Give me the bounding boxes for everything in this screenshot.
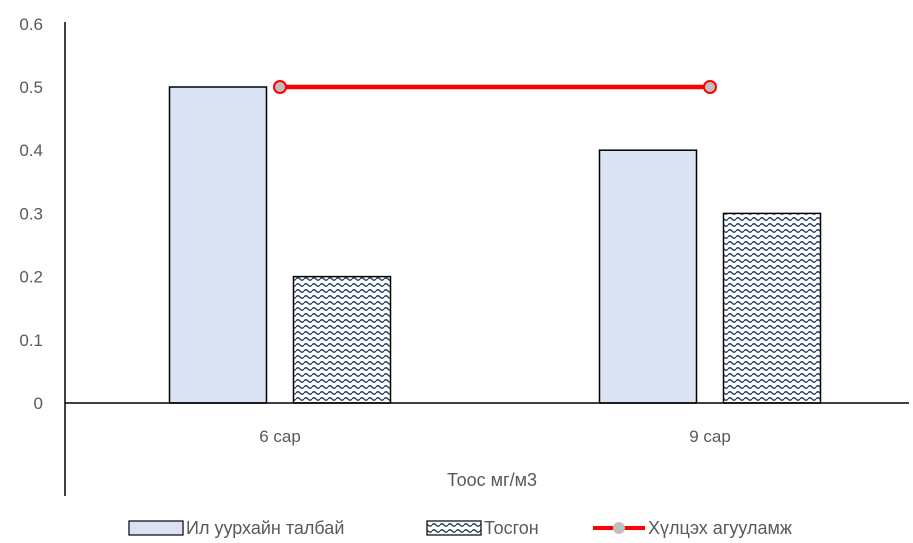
y-tick-label: 0 — [34, 394, 43, 413]
y-tick-labels: 0 0.1 0.2 0.3 0.4 0.5 0.6 — [19, 15, 43, 413]
legend-swatch-threshold-marker — [613, 522, 625, 534]
threshold-point — [703, 80, 717, 94]
y-tick-label: 0.4 — [19, 141, 43, 160]
category-label: 9 сар — [689, 427, 731, 446]
y-tick-label: 0.5 — [19, 78, 43, 97]
legend-label-village: Тосгон — [484, 518, 539, 538]
bar-mine-area — [598, 149, 698, 404]
threshold-line-series — [273, 80, 717, 94]
legend-swatch-mine-area — [128, 520, 184, 536]
y-tick-label: 0.2 — [19, 268, 43, 287]
legend-swatch-village — [426, 520, 482, 536]
legend: Ил уурхайн талбай Тосгон Хүлцэх агууламж — [128, 518, 792, 538]
legend-label-mine-area: Ил уурхайн талбай — [186, 518, 344, 538]
category-labels: 6 сар 9 сар — [259, 427, 731, 446]
x-axis-title: Тоос мг/м3 — [447, 470, 537, 490]
bar-village — [722, 212, 822, 404]
bars — [168, 86, 822, 404]
threshold-point — [273, 80, 287, 94]
y-tick-label: 0.3 — [19, 204, 43, 223]
bar-mine-area — [168, 86, 268, 404]
y-tick-label: 0.1 — [19, 331, 43, 350]
legend-label-threshold: Хүлцэх агууламж — [648, 518, 792, 538]
y-tick-label: 0.6 — [19, 15, 43, 34]
category-label: 6 сар — [259, 427, 301, 446]
bar-village — [292, 275, 392, 404]
